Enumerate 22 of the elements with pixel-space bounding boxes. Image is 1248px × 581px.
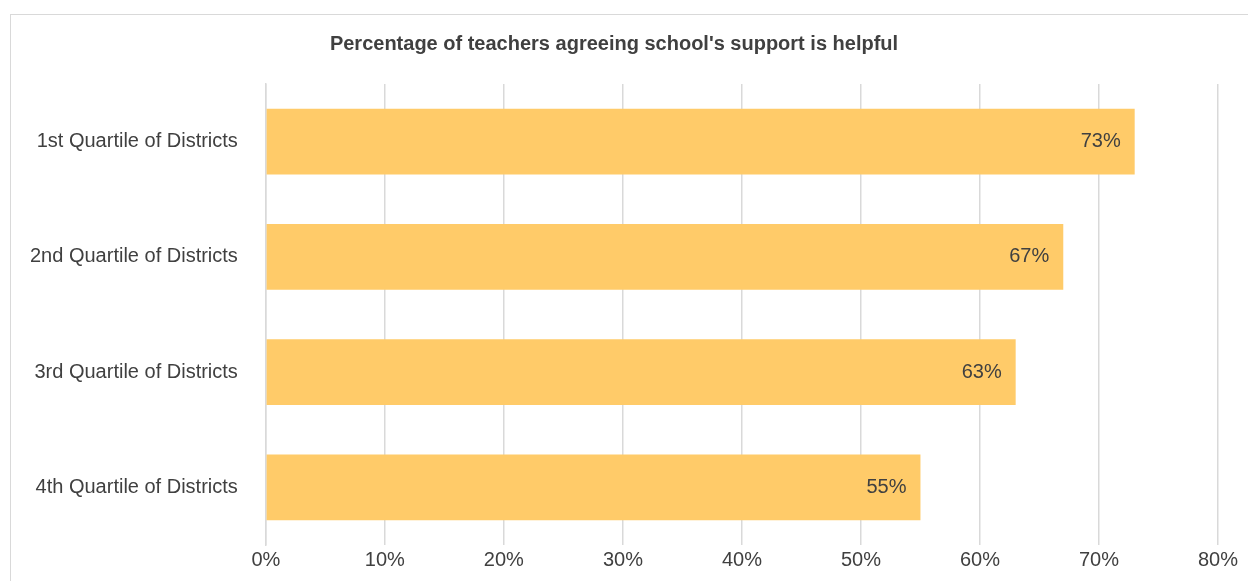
data-label: 55% — [866, 474, 907, 497]
x-tick-label: 40% — [721, 547, 763, 570]
x-tick-label: 10% — [364, 547, 406, 570]
x-tick-label: 60% — [959, 547, 1001, 570]
bar — [266, 224, 1064, 290]
data-label: 67% — [1009, 244, 1050, 267]
y-tick-label: 4th Quartile of Districts — [35, 474, 238, 497]
x-tick-label: 20% — [483, 547, 525, 570]
bar — [266, 339, 1016, 405]
x-tick-label: 30% — [602, 547, 644, 570]
chart-title: Percentage of teachers agreeing school's support is helpful — [329, 31, 899, 54]
y-tick-label: 2nd Quartile of Districts — [29, 244, 238, 267]
x-tick-label: 50% — [840, 547, 882, 570]
bar — [266, 108, 1135, 175]
y-tick-label: 1st Quartile of Districts — [36, 129, 238, 152]
data-label: 73% — [1080, 129, 1121, 152]
x-tick-label: 0% — [251, 547, 281, 570]
bar — [266, 454, 921, 521]
x-tick-label: 80% — [1197, 547, 1239, 570]
data-label: 63% — [961, 359, 1002, 382]
y-tick-label: 3rd Quartile of Districts — [34, 359, 238, 382]
x-tick-label: 70% — [1078, 547, 1120, 570]
